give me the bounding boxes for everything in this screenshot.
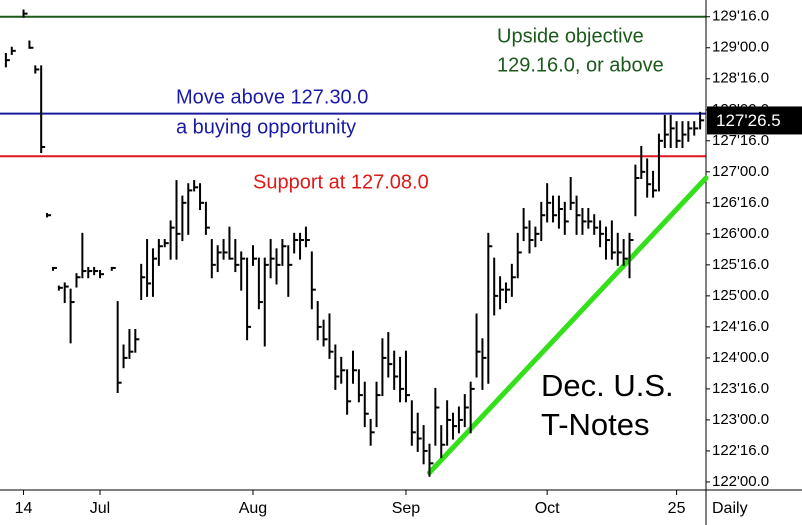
y-tick-label: 124'16.0 xyxy=(712,318,769,335)
annotation: Move above 127.30.0 xyxy=(176,86,368,108)
y-tick-label: 129'00.0 xyxy=(712,39,769,56)
x-tick-label: Sep xyxy=(392,500,421,517)
y-tick-label: 122'16.0 xyxy=(712,442,769,459)
y-tick-label: 123'16.0 xyxy=(712,380,769,397)
x-tick-label: 14 xyxy=(15,500,33,517)
period-label: Daily xyxy=(712,500,748,517)
y-tick-label: 129'16.0 xyxy=(712,8,769,25)
last-price-label: 127'26.5 xyxy=(716,111,781,130)
y-tick-label: 127'16.0 xyxy=(712,132,769,149)
x-tick-label: Aug xyxy=(239,500,267,517)
x-tick-label: Jul xyxy=(90,500,110,517)
y-tick-label: 125'16.0 xyxy=(712,256,769,273)
y-tick-label: 127'00.0 xyxy=(712,163,769,180)
x-tick-label: Oct xyxy=(535,500,560,517)
annotation: Support at 127.08.0 xyxy=(253,171,429,193)
chart-title: Dec. U.S. xyxy=(541,368,674,403)
trend-line xyxy=(426,175,709,476)
y-tick-label: 126'16.0 xyxy=(712,194,769,211)
plot-layer xyxy=(0,15,706,158)
annotation: a buying opportunity xyxy=(176,116,356,138)
annotation: Upside objective xyxy=(497,25,644,47)
y-tick-label: 125'00.0 xyxy=(712,287,769,304)
annotation: 129.16.0, or above xyxy=(497,54,664,76)
y-tick-label: 122'00.0 xyxy=(712,473,769,490)
x-tick-label: 25 xyxy=(668,500,686,517)
last-price-box xyxy=(707,106,802,135)
y-tick-label: 126'00.0 xyxy=(712,225,769,242)
chart-title: T-Notes xyxy=(541,407,650,442)
y-tick-label: 123'00.0 xyxy=(712,411,769,428)
y-tick-label: 128'16.0 xyxy=(712,70,769,87)
y-tick-label: 124'00.0 xyxy=(712,349,769,366)
